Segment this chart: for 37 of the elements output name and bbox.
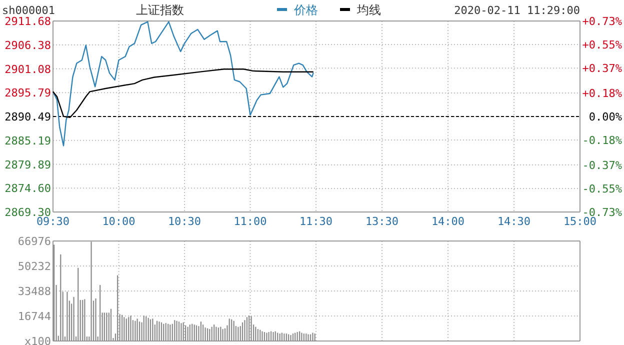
y-tick-label: 66976	[18, 235, 51, 248]
y2-tick-label: +0.18%	[582, 86, 622, 100]
y-tick-label: 50232	[18, 260, 51, 273]
x-tick-label: 11:30	[299, 215, 333, 228]
y2-tick-label: 0.00%	[588, 110, 622, 124]
legend-label: 价格	[293, 3, 318, 17]
y-tick-label: x100	[24, 335, 51, 345]
x-tick-label: 09:30	[36, 215, 70, 228]
y-tick-label: 2874.60	[4, 182, 51, 196]
y-tick-label: 16744	[18, 310, 52, 323]
y-tick-label: 2890.49	[4, 110, 51, 124]
y-tick-label: 2885.19	[4, 134, 51, 148]
y-tick-label: 2911.68	[4, 15, 51, 28]
y2-tick-label: -0.55%	[582, 182, 622, 196]
x-tick-label: 10:30	[168, 215, 202, 228]
x-tick-label: 15:00	[563, 215, 597, 228]
line-series	[52, 21, 314, 146]
line-series	[52, 68, 314, 118]
x-tick-label: 14:00	[431, 215, 465, 228]
y2-tick-label: +0.55%	[582, 38, 622, 52]
x-tick-label: 11:00	[234, 215, 267, 228]
y-tick-label: 2879.89	[4, 158, 51, 172]
y-tick-label: 2895.79	[4, 86, 51, 100]
y-tick-label: 2901.08	[4, 62, 51, 76]
chart-title: 上证指数	[136, 3, 184, 17]
y2-tick-label: +0.37%	[582, 62, 622, 76]
y2-tick-label: -0.18%	[582, 134, 622, 148]
y-tick-label: 33488	[18, 285, 51, 298]
y2-tick-label: +0.73%	[582, 15, 622, 28]
text: 2020-02-11 11:29:00	[454, 4, 580, 17]
x-tick-label: 14:30	[497, 215, 531, 228]
x-tick-label: 13:30	[365, 215, 399, 228]
legend-label: 均线	[356, 3, 381, 17]
y-tick-label: 2906.38	[4, 38, 51, 52]
y2-tick-label: -0.37%	[582, 158, 622, 172]
chart-subtitle: sh000001	[2, 4, 55, 17]
x-tick-label: 10:00	[102, 215, 136, 228]
